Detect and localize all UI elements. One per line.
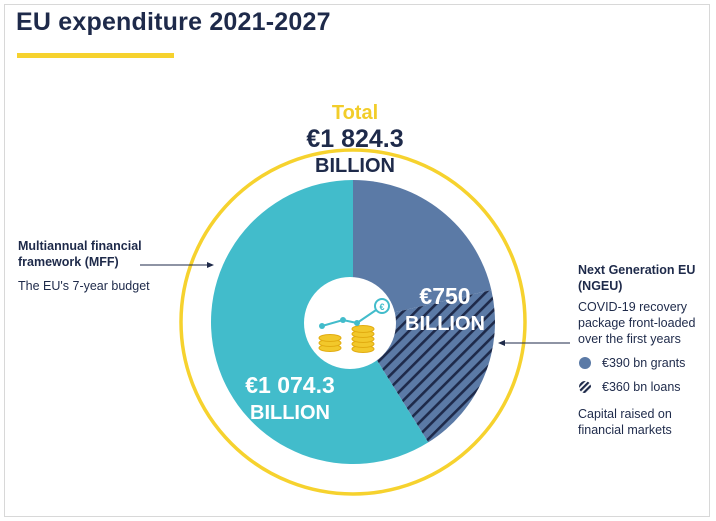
ngeu-annotation: Next Generation EU (NGEU) COVID-19 recov… — [578, 262, 716, 347]
mff-arrowhead-icon — [207, 262, 214, 268]
grants-swatch-icon — [579, 357, 591, 369]
total-label: Total — [331, 102, 379, 124]
slice-ngeu-grants — [353, 180, 492, 322]
figure-frame — [4, 4, 710, 517]
ngeu-arrowhead-icon — [498, 340, 505, 346]
total-ring — [179, 148, 527, 496]
legend-grants: €390 bn grants — [578, 356, 685, 370]
page-title: EU expenditure 2021-2027 — [16, 8, 331, 36]
svg-text:€: € — [379, 302, 384, 312]
legend-loans-label: €360 bn loans — [602, 380, 681, 394]
mff-unit-label: BILLION — [250, 402, 330, 424]
mff-description: The EU's 7-year budget — [18, 279, 150, 293]
coins-growth-icon: € — [304, 277, 396, 369]
ngeu-unit-label: BILLION — [405, 313, 485, 335]
mff-annotation: Multiannual financial framework (MFF) Th… — [18, 238, 168, 294]
ngeu-value-label: €750 — [419, 283, 470, 309]
legend-grants-label: €390 bn grants — [602, 356, 686, 370]
capital-note: Capital raised on financial markets — [578, 407, 672, 437]
ngeu-heading: Next Generation EU (NGEU) — [578, 263, 696, 293]
loans-swatch-icon — [579, 381, 591, 393]
title-underline — [17, 53, 174, 58]
total-unit: BILLION — [315, 155, 395, 177]
mff-heading: Multiannual financial framework (MFF) — [18, 239, 142, 269]
mff-value-label: €1 074.3 — [245, 372, 335, 398]
ngeu-description: COVID-19 recovery package front-loaded o… — [578, 300, 696, 346]
legend-loans: €360 bn loans — [578, 380, 681, 394]
